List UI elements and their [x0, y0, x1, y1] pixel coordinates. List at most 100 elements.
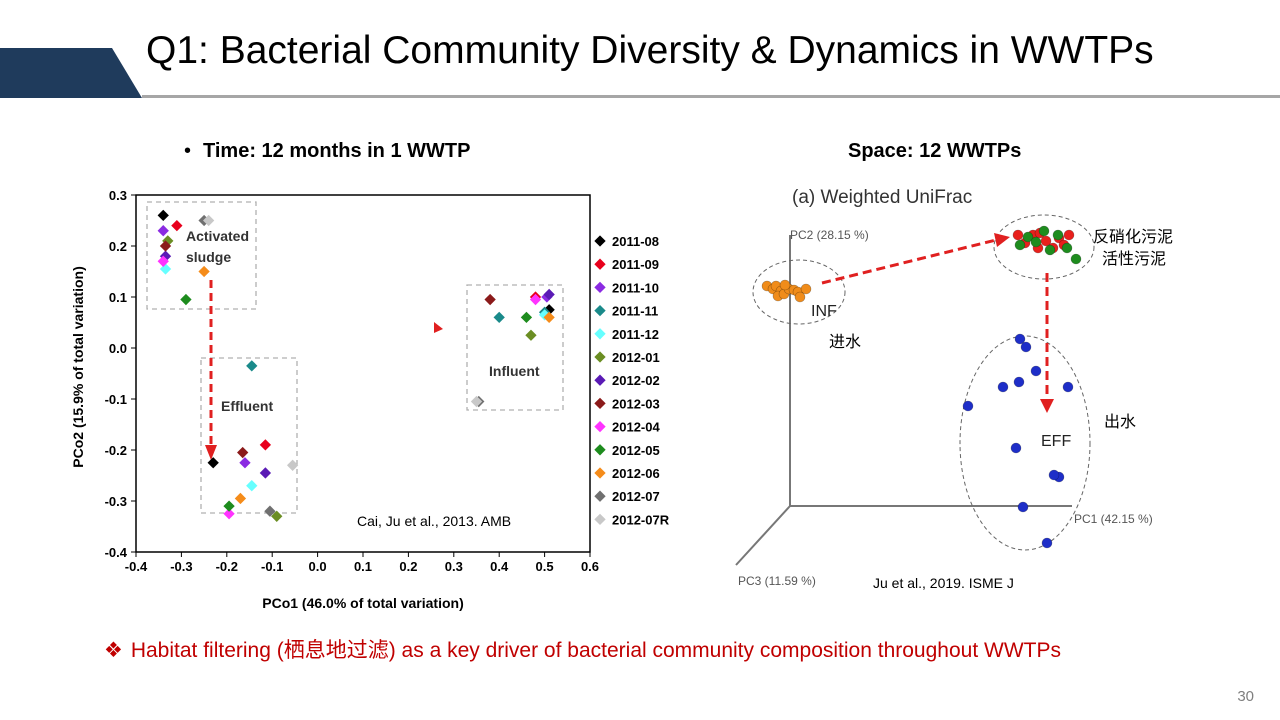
pc1-axis-label: PC1 (42.15 %): [1074, 512, 1153, 526]
data-point: [207, 457, 219, 469]
x-tick-label: 0.3: [445, 559, 463, 574]
pcoa-group-boxes: Activated sludge Effluent Influent: [146, 201, 564, 514]
x-tick-label: -0.3: [170, 559, 192, 574]
sample-point: [1020, 341, 1032, 353]
arrowhead-right: [994, 233, 1010, 247]
legend-marker: [594, 304, 606, 317]
inf-label: INF: [811, 303, 837, 320]
x-tick-label: -0.2: [216, 559, 238, 574]
sample-point: [1030, 365, 1042, 377]
sample-point: [1017, 501, 1029, 513]
left-bullet-text: Time: 12 months in 1 WWTP: [203, 140, 471, 162]
data-point: [157, 225, 169, 237]
legend-marker: [594, 444, 606, 456]
right-citation: Ju et al., 2019. ISME J: [873, 575, 1014, 591]
sample-point: [1062, 381, 1074, 393]
data-point: [520, 311, 533, 324]
sample-point: [997, 381, 1009, 393]
group-box-label: Activated: [186, 228, 249, 244]
pcoa-axes: -0.4 -0.3 -0.2 -0.1 0.0 0.1 0.2 0.3 0.4 0.5 0.6 0.3…: [105, 188, 599, 574]
x-tick-label: 0.1: [354, 559, 372, 574]
sludge-chinese-label-2: 活性污泥: [1102, 250, 1166, 268]
sample-point: [1052, 229, 1064, 241]
legend-label: 2011-11: [612, 304, 658, 319]
x-tick-label: 0.4: [490, 559, 509, 574]
y-tick-label: -0.4: [105, 545, 128, 560]
sample-point: [962, 400, 974, 412]
conclusion-line: ❖ Habitat filtering (栖息地过滤) as a key driv…: [104, 634, 1061, 664]
inf-to-sludge-arrow: [821, 238, 997, 285]
right-chart-title: (a) Weighted UniFrac: [792, 187, 972, 208]
header-accent-bar: [0, 48, 142, 98]
group-box-label: Effluent: [221, 398, 273, 414]
small-arrow-icon: [434, 322, 443, 333]
data-point: [484, 293, 496, 306]
data-point: [246, 480, 258, 492]
sample-point: [1041, 537, 1053, 549]
y-tick-label: 0.0: [109, 341, 127, 356]
eff-chinese-label: 出水: [1104, 413, 1136, 431]
x-tick-label: -0.4: [125, 559, 148, 574]
data-point: [159, 240, 172, 252]
data-point: [198, 265, 210, 278]
legend-label: 2011-09: [612, 257, 659, 272]
data-point: [246, 360, 258, 372]
sample-point: [1014, 333, 1026, 345]
data-point: [180, 293, 192, 306]
left-citation: Cai, Ju et al., 2013. AMB: [357, 513, 511, 529]
data-point: [271, 510, 283, 522]
data-point: [237, 446, 249, 459]
effluent-box: [200, 357, 298, 514]
sample-point: [1048, 469, 1060, 481]
y-tick-label: -0.3: [105, 494, 127, 509]
data-point: [223, 500, 235, 512]
title-underline: [142, 95, 1280, 98]
slide-title: Q1: Bacterial Community Diversity & Dyna…: [146, 29, 1154, 72]
legend-marker: [594, 281, 606, 294]
pc2-axis-label: PC2 (28.15 %): [790, 228, 869, 242]
pcoa-space-chart: (a) Weighted UniFrac PC2 (28.15 %) PC1 (…: [735, 187, 1173, 591]
data-point: [543, 311, 555, 324]
sample-point: [1022, 231, 1034, 243]
y-tick-label: 0.1: [109, 290, 127, 305]
sample-point: [1040, 235, 1052, 247]
data-point: [259, 439, 272, 451]
pc3-axis-label: PC3 (11.59 %): [738, 574, 816, 588]
sample-point: [779, 279, 791, 291]
inf-chinese-label: 进水: [829, 333, 861, 351]
sample-point: [1030, 236, 1042, 248]
legend-label: 2012-04: [612, 420, 660, 435]
arrowhead-icon: [205, 445, 217, 460]
data-point: [157, 255, 169, 267]
x-tick-label: -0.1: [261, 559, 283, 574]
right-heading: Space: 12 WWTPs: [848, 140, 1022, 162]
inf-ellipse: [752, 259, 846, 325]
activated-sludge-box: [146, 201, 257, 310]
x-tick-label: 0.0: [309, 559, 327, 574]
data-point: [470, 395, 483, 408]
x-tick-label: 0.6: [581, 559, 599, 574]
pcoa-legend: 2011-08 2011-09 2011-10 2011-11 2011-12 2012-…: [594, 234, 670, 527]
legend-marker: [594, 258, 606, 270]
group-box-label: Influent: [489, 363, 540, 379]
data-point: [259, 467, 272, 479]
legend-label: 2012-06: [612, 466, 660, 481]
diamond-bullet-icon: ❖: [104, 639, 123, 662]
data-point: [525, 329, 537, 341]
pcoa-space-points: [761, 225, 1082, 549]
data-point: [234, 492, 247, 505]
legend-marker: [594, 513, 606, 526]
legend-label: 2012-01: [612, 350, 660, 365]
legend-label: 2011-12: [612, 327, 659, 342]
legend-label: 2012-07: [612, 489, 660, 504]
sample-point: [1014, 239, 1026, 251]
legend-marker: [594, 420, 606, 433]
legend-label: 2011-10: [612, 280, 659, 295]
bullet-dot-icon: •: [184, 140, 192, 162]
y-axis-label: PCo2 (15.9% of total variation): [70, 266, 86, 467]
data-point: [286, 459, 299, 471]
data-point: [264, 505, 276, 517]
sample-point: [1061, 242, 1073, 254]
sample-point: [1038, 225, 1050, 237]
page-number: 30: [1237, 688, 1254, 705]
